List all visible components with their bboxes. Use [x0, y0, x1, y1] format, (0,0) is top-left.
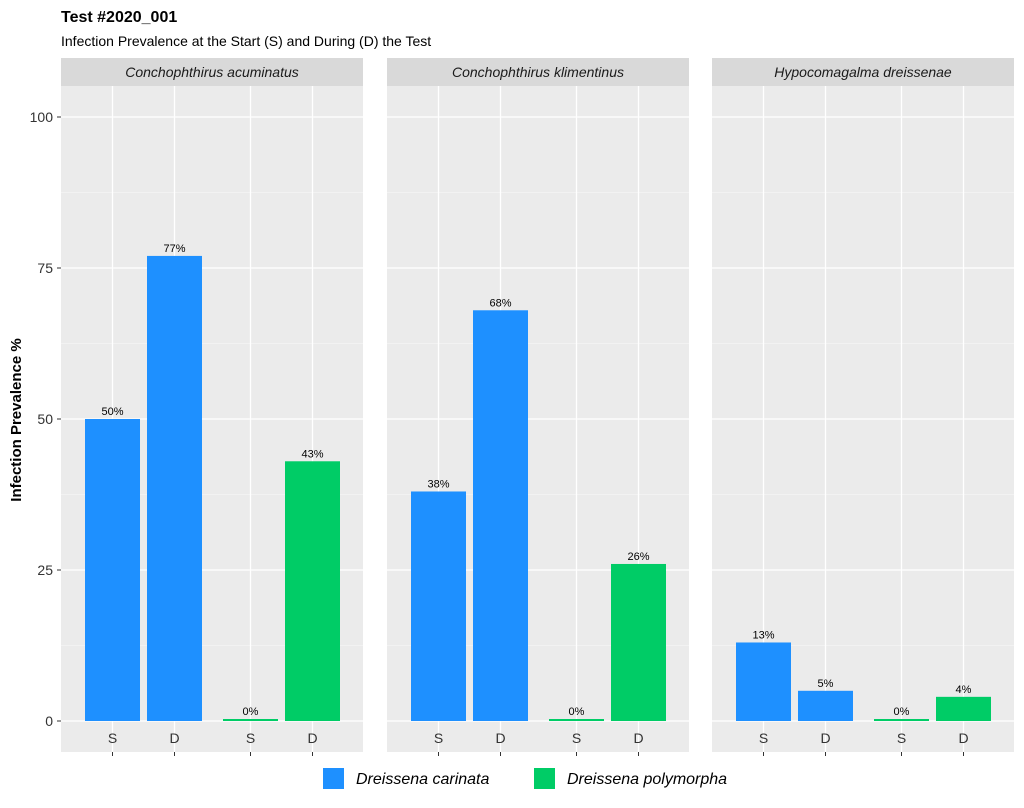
legend-swatch — [323, 768, 344, 789]
x-tick-label: D — [495, 730, 505, 746]
bar — [223, 719, 278, 721]
bar — [285, 461, 340, 721]
bar-value-label: 43% — [301, 448, 323, 460]
x-tick-label: D — [820, 730, 830, 746]
facet-panel: Conchophthirus acuminatus 50% S 77% D 0% S 43% D — [61, 58, 363, 756]
bar — [611, 563, 666, 721]
chart-title: Test #2020_001 — [61, 9, 177, 26]
bar-value-label: 5% — [818, 678, 834, 690]
x-tick-label: S — [108, 730, 117, 746]
bar — [473, 310, 528, 721]
y-tick-label: 100 — [30, 109, 54, 125]
bar-value-label: 13% — [752, 629, 774, 641]
bar — [411, 491, 466, 721]
bar-value-label: 50% — [101, 406, 123, 418]
legend-swatch — [534, 768, 555, 789]
bar-value-label: 68% — [489, 297, 511, 309]
x-tick-label: S — [897, 730, 906, 746]
legend-item: Dreissena carinata — [323, 768, 490, 789]
bar — [936, 696, 991, 721]
x-tick-label: S — [572, 730, 581, 746]
facet-panels: Conchophthirus acuminatus 50% S 77% D 0% S 43% D… — [61, 58, 1014, 756]
bar-value-label: 0% — [894, 706, 910, 718]
bar — [147, 255, 202, 722]
x-tick-label: S — [759, 730, 768, 746]
bar-value-label: 0% — [569, 706, 585, 718]
facet-strip — [61, 58, 363, 86]
x-tick-label: S — [246, 730, 255, 746]
bar — [736, 642, 791, 721]
facet-strip-label: Conchophthirus klimentinus — [452, 64, 624, 80]
y-tick-label: 25 — [37, 562, 53, 578]
x-tick-label: D — [169, 730, 179, 746]
facet-strip — [387, 58, 689, 86]
chart-subtitle: Infection Prevalence at the Start (S) an… — [61, 33, 431, 49]
facet-panel: Hypocomagalma dreissenae 13% S 5% D 0% S 4% D — [712, 58, 1014, 756]
y-axis-label: Infection Prevalence % — [8, 338, 25, 501]
facet-strip-label: Hypocomagalma dreissenae — [774, 64, 952, 80]
x-tick-label: S — [434, 730, 443, 746]
y-tick-label: 75 — [37, 260, 53, 276]
facet-panel: Conchophthirus klimentinus 38% S 68% D 0% S 26%… — [387, 58, 689, 756]
bar — [549, 719, 604, 721]
bar — [874, 719, 929, 721]
bar-value-label: 26% — [627, 551, 649, 563]
bar — [85, 419, 140, 721]
y-tick-label: 0 — [45, 713, 53, 729]
y-axis: 0 25 50 75 100 — [30, 109, 61, 729]
x-tick-label: D — [307, 730, 317, 746]
facet-strip-label: Conchophthirus acuminatus — [125, 64, 299, 80]
x-tick-label: D — [958, 730, 968, 746]
legend-item: Dreissena polymorpha — [534, 768, 727, 789]
bar — [798, 690, 853, 721]
y-tick-label: 50 — [37, 411, 53, 427]
facet-strip — [712, 58, 1014, 86]
x-tick-label: D — [633, 730, 643, 746]
bar-value-label: 0% — [243, 706, 259, 718]
legend-label: Dreissena polymorpha — [567, 771, 727, 788]
bar-value-label: 4% — [956, 684, 972, 696]
legend-label: Dreissena carinata — [356, 771, 490, 788]
legend: Dreissena carinata Dreissena polymorpha — [323, 768, 727, 789]
bar-value-label: 77% — [163, 243, 185, 255]
bar-value-label: 38% — [427, 478, 449, 490]
